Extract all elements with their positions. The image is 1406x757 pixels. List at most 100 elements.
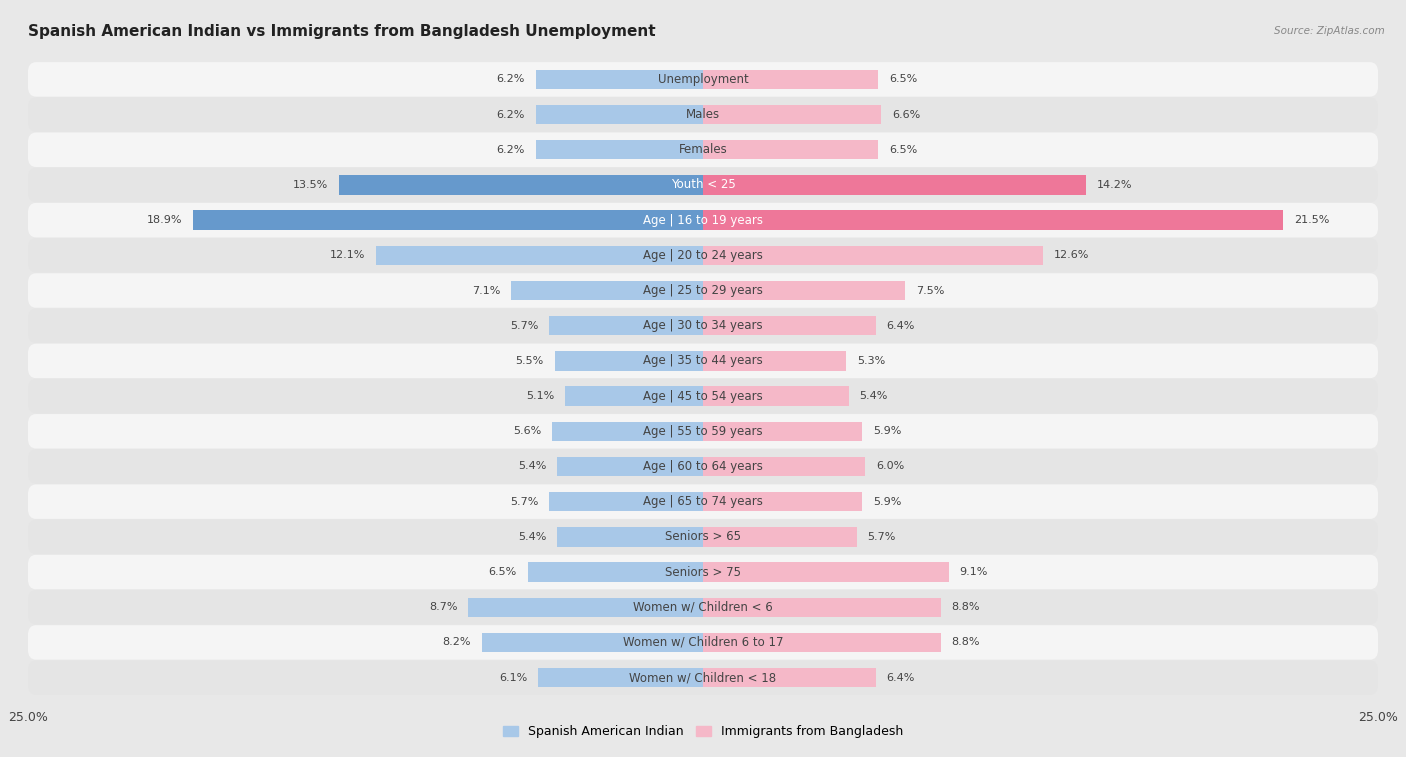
- Text: 5.1%: 5.1%: [526, 391, 554, 401]
- Bar: [703, 246, 1043, 265]
- Bar: [703, 562, 949, 581]
- FancyBboxPatch shape: [28, 98, 1378, 132]
- Bar: [550, 316, 703, 335]
- Bar: [703, 668, 876, 687]
- Text: Females: Females: [679, 143, 727, 156]
- Bar: [703, 386, 849, 406]
- Text: 5.4%: 5.4%: [859, 391, 889, 401]
- Bar: [703, 281, 905, 301]
- Bar: [703, 597, 941, 617]
- FancyBboxPatch shape: [28, 660, 1378, 695]
- FancyBboxPatch shape: [28, 273, 1378, 308]
- FancyBboxPatch shape: [28, 625, 1378, 659]
- Text: 6.2%: 6.2%: [496, 74, 524, 84]
- Text: Women w/ Children 6 to 17: Women w/ Children 6 to 17: [623, 636, 783, 649]
- Text: Age | 35 to 44 years: Age | 35 to 44 years: [643, 354, 763, 367]
- Bar: [703, 633, 941, 652]
- Text: 9.1%: 9.1%: [959, 567, 988, 577]
- Text: Age | 55 to 59 years: Age | 55 to 59 years: [643, 425, 763, 438]
- Bar: [557, 456, 703, 476]
- Bar: [536, 70, 703, 89]
- Text: 8.8%: 8.8%: [952, 603, 980, 612]
- Bar: [565, 386, 703, 406]
- Bar: [339, 176, 703, 195]
- FancyBboxPatch shape: [28, 449, 1378, 484]
- Bar: [377, 246, 703, 265]
- Bar: [703, 70, 879, 89]
- Text: Spanish American Indian vs Immigrants from Bangladesh Unemployment: Spanish American Indian vs Immigrants fr…: [28, 24, 655, 39]
- Text: 5.5%: 5.5%: [516, 356, 544, 366]
- Text: 7.5%: 7.5%: [917, 285, 945, 295]
- Text: Seniors > 65: Seniors > 65: [665, 531, 741, 544]
- Text: Males: Males: [686, 108, 720, 121]
- FancyBboxPatch shape: [28, 62, 1378, 97]
- Text: 6.0%: 6.0%: [876, 462, 904, 472]
- FancyBboxPatch shape: [28, 414, 1378, 449]
- Text: 5.9%: 5.9%: [873, 497, 901, 506]
- Text: 7.1%: 7.1%: [472, 285, 501, 295]
- Bar: [557, 527, 703, 547]
- Bar: [536, 105, 703, 124]
- Bar: [703, 105, 882, 124]
- Bar: [551, 422, 703, 441]
- Text: 6.4%: 6.4%: [887, 321, 915, 331]
- Bar: [536, 140, 703, 160]
- Text: 5.4%: 5.4%: [517, 532, 547, 542]
- Bar: [468, 597, 703, 617]
- Bar: [703, 456, 865, 476]
- FancyBboxPatch shape: [28, 308, 1378, 343]
- Text: 5.6%: 5.6%: [513, 426, 541, 436]
- Text: 5.7%: 5.7%: [510, 497, 538, 506]
- Text: Source: ZipAtlas.com: Source: ZipAtlas.com: [1274, 26, 1385, 36]
- Bar: [703, 492, 862, 511]
- Text: Age | 45 to 54 years: Age | 45 to 54 years: [643, 390, 763, 403]
- Text: Unemployment: Unemployment: [658, 73, 748, 86]
- Text: Youth < 25: Youth < 25: [671, 179, 735, 192]
- Bar: [554, 351, 703, 371]
- Text: 5.9%: 5.9%: [873, 426, 901, 436]
- FancyBboxPatch shape: [28, 378, 1378, 413]
- Text: Women w/ Children < 18: Women w/ Children < 18: [630, 671, 776, 684]
- Bar: [703, 140, 879, 160]
- Text: 6.2%: 6.2%: [496, 145, 524, 154]
- Text: 5.7%: 5.7%: [868, 532, 896, 542]
- Text: 18.9%: 18.9%: [146, 215, 181, 225]
- Text: 21.5%: 21.5%: [1294, 215, 1330, 225]
- Text: 5.7%: 5.7%: [510, 321, 538, 331]
- Text: 12.1%: 12.1%: [330, 251, 366, 260]
- Text: 6.1%: 6.1%: [499, 673, 527, 683]
- Text: Age | 30 to 34 years: Age | 30 to 34 years: [643, 319, 763, 332]
- Bar: [703, 422, 862, 441]
- FancyBboxPatch shape: [28, 344, 1378, 378]
- FancyBboxPatch shape: [28, 484, 1378, 519]
- Bar: [527, 562, 703, 581]
- Text: Age | 60 to 64 years: Age | 60 to 64 years: [643, 460, 763, 473]
- Bar: [193, 210, 703, 230]
- Text: 6.6%: 6.6%: [891, 110, 920, 120]
- Legend: Spanish American Indian, Immigrants from Bangladesh: Spanish American Indian, Immigrants from…: [498, 721, 908, 743]
- FancyBboxPatch shape: [28, 203, 1378, 238]
- Text: Age | 25 to 29 years: Age | 25 to 29 years: [643, 284, 763, 297]
- Bar: [538, 668, 703, 687]
- Text: 13.5%: 13.5%: [292, 180, 328, 190]
- Text: 5.3%: 5.3%: [856, 356, 886, 366]
- FancyBboxPatch shape: [28, 590, 1378, 625]
- Text: 14.2%: 14.2%: [1097, 180, 1133, 190]
- Text: 6.4%: 6.4%: [887, 673, 915, 683]
- Bar: [703, 351, 846, 371]
- Text: 6.5%: 6.5%: [889, 74, 918, 84]
- Text: Age | 65 to 74 years: Age | 65 to 74 years: [643, 495, 763, 508]
- Bar: [703, 176, 1087, 195]
- FancyBboxPatch shape: [28, 132, 1378, 167]
- Text: 8.8%: 8.8%: [952, 637, 980, 647]
- Bar: [703, 527, 856, 547]
- Text: Age | 16 to 19 years: Age | 16 to 19 years: [643, 213, 763, 226]
- Text: Seniors > 75: Seniors > 75: [665, 565, 741, 578]
- Bar: [550, 492, 703, 511]
- Text: 6.5%: 6.5%: [889, 145, 918, 154]
- Text: Age | 20 to 24 years: Age | 20 to 24 years: [643, 249, 763, 262]
- Text: 6.2%: 6.2%: [496, 110, 524, 120]
- Text: Women w/ Children < 6: Women w/ Children < 6: [633, 601, 773, 614]
- Bar: [512, 281, 703, 301]
- Text: 8.7%: 8.7%: [429, 603, 457, 612]
